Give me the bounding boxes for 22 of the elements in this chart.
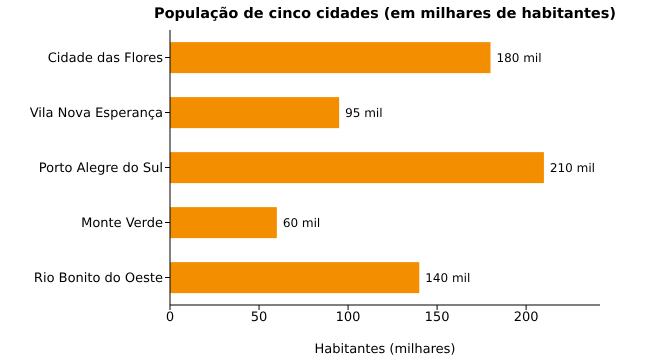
y-tick-label: Monte Verde [81,216,163,232]
y-tick-label: Rio Bonito do Oeste [34,271,163,286]
data-label: 140 mil [425,270,470,285]
x-axis-title: Habitantes (milhares) [314,342,456,357]
data-label: 180 mil [496,50,542,65]
bar [170,97,340,128]
chart-title: População de cinco cidades (em milhares de habitantes) [152,6,618,22]
y-tick-label: Cidade das Flores [48,51,164,66]
y-tick-label: Vila Nova Esperança [30,106,163,122]
data-label: 60 mil [282,216,320,230]
bar [170,152,544,184]
data-label: 210 mil [550,160,595,175]
y-tick-label: Porto Alegre do Sul [38,161,163,176]
bar [170,207,277,238]
bar [170,262,420,294]
data-label: 95 mil [345,106,383,120]
x-tick-label: 200 [514,310,539,326]
x-tick-label: 0 [166,310,174,326]
x-tick-label: 150 [424,310,450,326]
x-tick-label: 100 [336,310,360,326]
bar [170,42,490,74]
x-tick-label: 50 [250,310,268,326]
